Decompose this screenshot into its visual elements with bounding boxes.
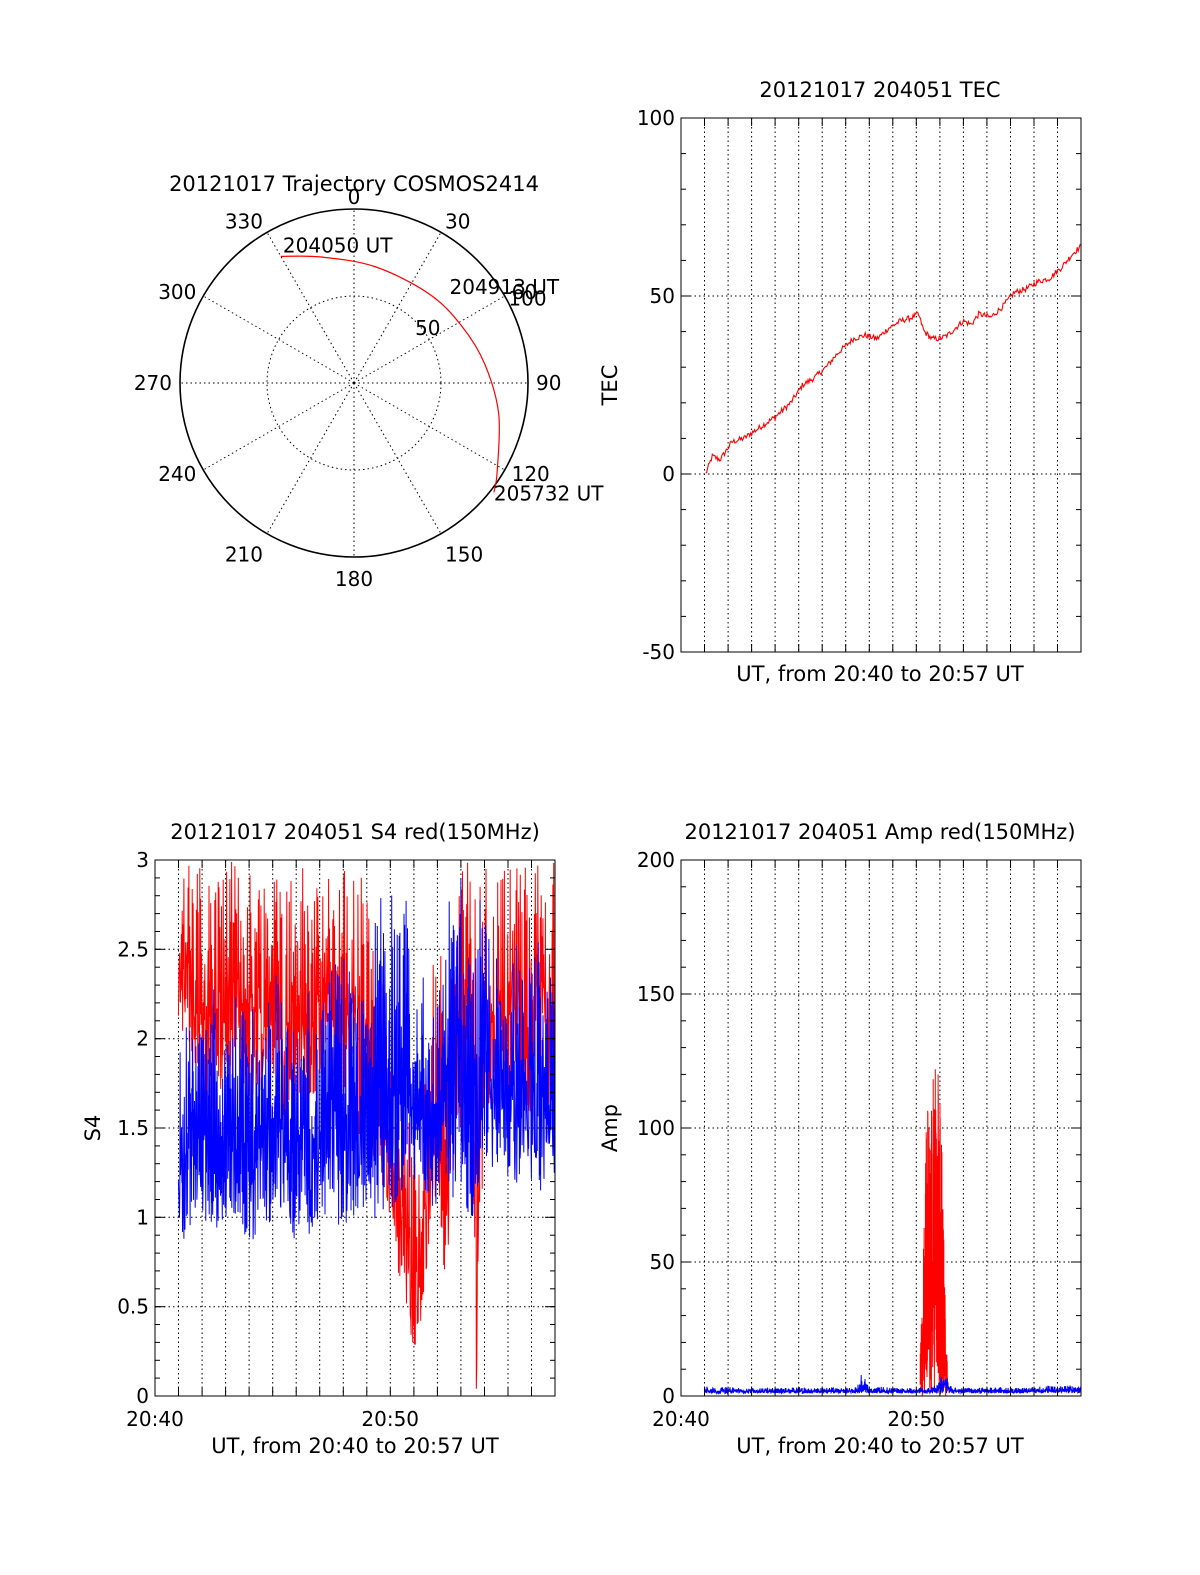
polar-spoke-gridline bbox=[353, 382, 442, 534]
annotation-end: 205732 UT bbox=[494, 481, 604, 505]
tec-panel: 20121017 204051 TEC -50 0 50 100 UT, fro… bbox=[598, 78, 1082, 686]
annotation-start: 204050 UT bbox=[283, 233, 393, 257]
angle-label-60: 60 bbox=[512, 280, 537, 304]
s4-panel: 20121017 204051 S4 red(150MHz) 0 0.5 1 1… bbox=[81, 820, 556, 1458]
tec-ticks bbox=[681, 117, 1081, 653]
polar-grid bbox=[179, 208, 529, 558]
angle-label-300: 300 bbox=[158, 280, 196, 304]
polar-spoke-gridline bbox=[203, 382, 355, 471]
s4-ylabel: S4 bbox=[81, 1115, 105, 1142]
amp-ticks bbox=[681, 859, 1081, 1397]
s4-ticks bbox=[155, 859, 555, 1397]
s4-xtick-label: 20:50 bbox=[361, 1407, 419, 1431]
annotation-middle: 204913 UT bbox=[450, 275, 560, 299]
tec-ylabel: TEC bbox=[598, 365, 622, 407]
polar-spoke-gridline bbox=[266, 382, 355, 534]
trajectory-line bbox=[280, 255, 501, 493]
s4-ytick-label: 1.5 bbox=[117, 1116, 149, 1140]
angle-label-270: 270 bbox=[134, 371, 172, 395]
angle-label-180: 180 bbox=[335, 567, 373, 591]
tec-ytick-label: 0 bbox=[662, 462, 675, 486]
polar-title: 20121017 Trajectory COSMOS2414 bbox=[169, 172, 539, 196]
s4-title: 20121017 204051 S4 red(150MHz) bbox=[170, 820, 540, 844]
amp-xtick-label: 20:40 bbox=[652, 1407, 710, 1431]
s4-blue-series bbox=[177, 877, 555, 1240]
angle-label-120: 120 bbox=[512, 462, 550, 486]
amp-ytick-label: 50 bbox=[650, 1250, 675, 1274]
tec-series bbox=[705, 243, 1082, 474]
amp-ytick-label: 150 bbox=[637, 982, 675, 1006]
radial-label-100: 100 bbox=[508, 287, 546, 311]
polar-spoke-gridline bbox=[353, 382, 505, 471]
tec-grid bbox=[681, 118, 1081, 652]
angle-label-0: 0 bbox=[348, 185, 361, 209]
tec-line bbox=[705, 243, 1082, 474]
polar-spoke-gridline bbox=[266, 232, 355, 384]
amp-xlabel: UT, from 20:40 to 20:57 UT bbox=[736, 1434, 1024, 1458]
s4-xlabel: UT, from 20:40 to 20:57 UT bbox=[211, 1434, 499, 1458]
angle-label-330: 330 bbox=[225, 209, 263, 233]
tec-title: 20121017 204051 TEC bbox=[759, 78, 1000, 102]
amp-red-series bbox=[919, 1069, 949, 1396]
tec-axes-frame bbox=[680, 117, 1082, 653]
tec-ytick-label: 50 bbox=[650, 284, 675, 308]
s4-ytick-label: 0 bbox=[136, 1384, 149, 1408]
radial-label-50: 50 bbox=[415, 316, 440, 340]
s4-ytick-label: 1 bbox=[136, 1205, 149, 1229]
polar-angle-labels: 0 30 60 90 120 150 180 210 240 270 300 3… bbox=[134, 185, 562, 591]
polar-spoke-gridline bbox=[203, 295, 355, 384]
tec-ytick-label: -50 bbox=[642, 640, 675, 664]
s4-ytick-label: 2.5 bbox=[117, 937, 149, 961]
tec-ytick-label: 100 bbox=[637, 106, 675, 130]
amp-xtick-label: 20:50 bbox=[887, 1407, 945, 1431]
polar-spoke-gridline bbox=[353, 232, 442, 384]
s4-ytick-label: 3 bbox=[136, 848, 149, 872]
s4-ytick-label: 2 bbox=[136, 1027, 149, 1051]
trajectory-annotations: 204050 UT 204913 UT 205732 UT bbox=[283, 233, 604, 505]
polar-spoke-gridline bbox=[353, 295, 505, 384]
amp-grid bbox=[681, 860, 1081, 1396]
angle-label-210: 210 bbox=[225, 543, 263, 567]
amp-ytick-label: 200 bbox=[637, 848, 675, 872]
s4-ytick-label: 0.5 bbox=[117, 1295, 149, 1319]
angle-label-240: 240 bbox=[158, 462, 196, 486]
trajectory-polar-panel: 20121017 Trajectory COSMOS2414 0 30 60 9… bbox=[134, 172, 604, 591]
angle-label-150: 150 bbox=[445, 543, 483, 567]
angle-label-30: 30 bbox=[445, 209, 470, 233]
tec-xlabel: UT, from 20:40 to 20:57 UT bbox=[736, 662, 1024, 686]
amp-ylabel: Amp bbox=[598, 1104, 622, 1152]
amp-ytick-label: 0 bbox=[662, 1384, 675, 1408]
angle-label-90: 90 bbox=[536, 371, 561, 395]
polar-outer-circle bbox=[179, 208, 529, 558]
amp-panel: 20121017 204051 Amp red(150MHz) 0 50 100… bbox=[598, 820, 1082, 1458]
s4-series bbox=[177, 861, 555, 1389]
s4-xtick-label: 20:40 bbox=[126, 1407, 184, 1431]
s4-red-series bbox=[177, 861, 555, 1389]
amp-ytick-label: 100 bbox=[637, 1116, 675, 1140]
amp-title: 20121017 204051 Amp red(150MHz) bbox=[684, 820, 1075, 844]
